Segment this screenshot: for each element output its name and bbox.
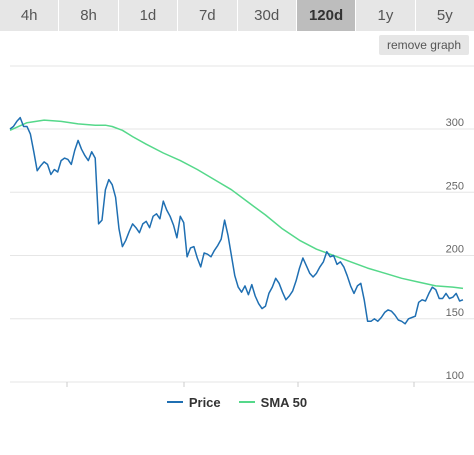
grid-lines [10,65,474,383]
legend-swatch-price [166,401,183,403]
range-tab-5y[interactable]: 5y [415,0,474,31]
y-tick-label-100: 100 [446,370,464,382]
x-tick-label: Nov '25 [166,391,203,392]
series-line-price [9,116,464,325]
remove-graph-button[interactable]: remove graph [378,35,469,55]
price-chart: 100 150 200 250 300 Oct '25 Nov '25 Dec '25 Jan… [9,65,474,392]
y-axis-ticks: 100 150 200 250 300 [446,117,464,382]
y-tick-label-300: 300 [446,117,464,129]
x-tick-label: Oct '25 [50,391,85,392]
legend-label-sma: SMA 50 [260,394,308,410]
range-tab-8h[interactable]: 8h [59,0,119,31]
chart-legend: Price SMA 50 [0,392,474,412]
series-line-sma-50 [9,119,464,290]
y-tick-label-150: 150 [446,307,464,319]
legend-item-price[interactable]: Price [166,394,221,410]
y-tick-label-250: 250 [446,180,464,192]
legend-label-price: Price [188,394,221,410]
range-tab-30d[interactable]: 30d [237,0,297,31]
range-tab-1d[interactable]: 1d [118,0,179,31]
range-tab-1y[interactable]: 1y [356,0,416,31]
range-tab-7d[interactable]: 7d [178,0,238,31]
x-axis-ticks: Oct '25 Nov '25 Dec '25 Jan '26 [50,382,432,392]
y-tick-label-200: 200 [446,244,464,256]
x-tick-label: Dec '25 [280,391,317,392]
x-tick-label: Jan '26 [396,391,431,392]
legend-item-sma[interactable]: SMA 50 [238,394,308,410]
series-lines [9,116,464,325]
range-tab-120d[interactable]: 120d [296,0,357,31]
legend-swatch-sma [238,401,255,403]
range-selector: 4h 8h 1d 7d 30d 120d 1y 5y [0,0,474,31]
range-tab-4h[interactable]: 4h [0,0,60,31]
